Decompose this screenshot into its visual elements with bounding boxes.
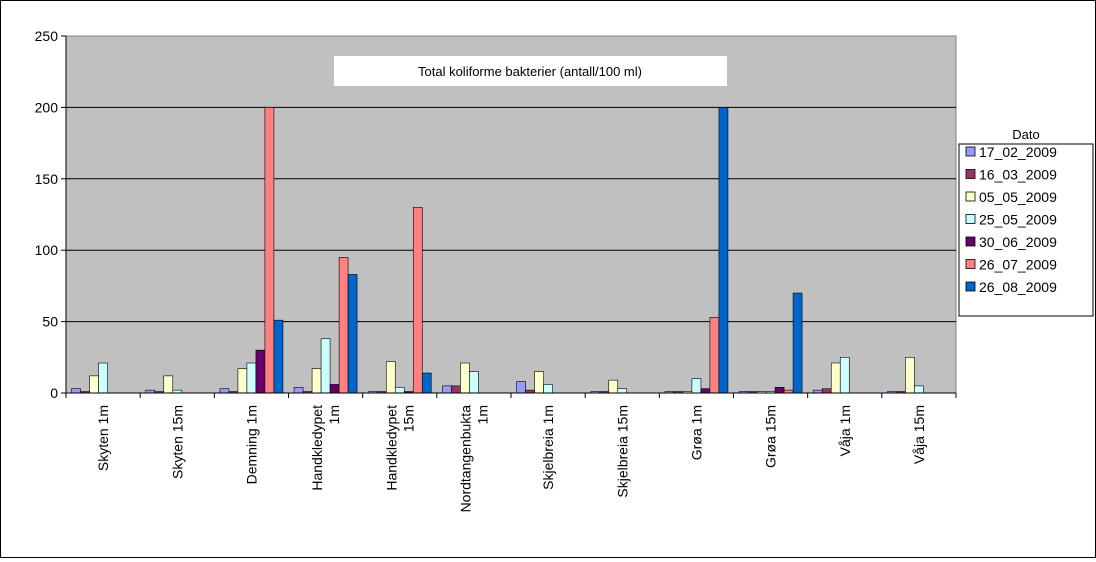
- gridlines: [66, 106, 956, 323]
- bar: [451, 385, 461, 394]
- bar: [412, 207, 423, 394]
- x-tick-label: Skjelbreia 15m: [614, 405, 630, 498]
- y-tick-label: 50: [42, 314, 58, 330]
- y-tick-label: 100: [35, 242, 59, 258]
- bar: [516, 381, 526, 394]
- bar: [273, 319, 284, 394]
- x-tick-label: 1m: [474, 405, 490, 424]
- legend-title: Dato: [1012, 127, 1039, 142]
- bar: [442, 385, 452, 394]
- y-tick-label: 150: [35, 171, 59, 187]
- y-tick-label: 0: [50, 385, 58, 401]
- chart-title: Total koliforme bakterier (antall/100 ml…: [418, 64, 642, 79]
- bar: [219, 388, 230, 394]
- bar: [237, 368, 248, 394]
- legend-swatch: [965, 259, 976, 269]
- x-tick-label: Våja 1m: [837, 405, 853, 456]
- legend-swatch: [965, 236, 976, 247]
- bar: [774, 386, 785, 394]
- legend-label: 25_05_2009: [979, 212, 1057, 228]
- x-tick-label: Nordtangenbukta: [457, 405, 473, 513]
- x-tick-label: Grøa 1m: [688, 405, 704, 460]
- bar: [329, 384, 340, 394]
- x-tick-label: 15m: [400, 405, 416, 432]
- bar: [311, 368, 322, 394]
- bar: [709, 317, 720, 394]
- bar: [718, 107, 729, 394]
- bar: [71, 388, 81, 394]
- x-tick-label: 1m: [326, 405, 342, 424]
- y-tick-label: 200: [35, 99, 59, 115]
- bar: [320, 338, 331, 394]
- bar: [534, 371, 544, 394]
- bar: [905, 356, 915, 394]
- legend-label: 30_06_2009: [979, 234, 1057, 250]
- bar: [792, 292, 803, 394]
- bar: [264, 107, 275, 394]
- bar: [421, 372, 432, 394]
- bar: [98, 362, 108, 394]
- chart-title-background: [334, 56, 727, 86]
- chart-title-box: Total koliforme bakterier (antall/100 ml…: [334, 56, 727, 86]
- legend-label: 05_05_2009: [979, 189, 1057, 205]
- legend-label: 26_08_2009: [979, 279, 1057, 295]
- x-tick-label: Våja 15m: [911, 405, 927, 464]
- x-tick-label: Handkledypet: [383, 405, 399, 491]
- legend-label: 17_02_2009: [979, 144, 1057, 160]
- bar: [543, 384, 553, 394]
- bar: [460, 362, 470, 394]
- bar: [700, 388, 711, 394]
- bar: [691, 378, 702, 394]
- bar: [89, 375, 99, 394]
- x-tick-labels: Skyten 1m Skyten 15m Demning 1m Handkledype…: [95, 405, 927, 513]
- x-tick-label: Demning 1m: [243, 405, 259, 484]
- legend-swatch: [965, 146, 976, 157]
- bar: [347, 274, 358, 394]
- legend-label: 16_03_2009: [979, 167, 1057, 183]
- bar: [821, 388, 832, 394]
- y-tick-labels: 0 50 100 150 200 250: [35, 28, 59, 401]
- bar: [293, 386, 304, 394]
- bar: [830, 362, 841, 394]
- x-tick-label: Grøa 15m: [763, 405, 779, 468]
- bar: [246, 362, 257, 394]
- bar: [469, 371, 479, 394]
- x-tick-label: Skyten 1m: [95, 405, 111, 471]
- bar: [608, 379, 619, 394]
- legend-swatch: [965, 214, 976, 224]
- y-tick-label: 250: [35, 28, 59, 44]
- plot-area: [65, 35, 957, 394]
- legend-items: 17_02_2009 16_03_2009 05_05_2009 25_05_2009…: [965, 144, 1057, 295]
- legend-swatch: [965, 281, 976, 292]
- bar: [617, 388, 628, 394]
- legend-swatch: [965, 191, 976, 202]
- bar: [163, 375, 174, 394]
- bar: [839, 356, 850, 394]
- legend-swatch: [965, 169, 976, 179]
- bar: [394, 386, 405, 394]
- bar: [255, 349, 266, 394]
- x-tick-label: Handkledypet: [309, 405, 325, 491]
- legend-label: 26_07_2009: [979, 257, 1057, 273]
- x-tick-label: Skyten 15m: [169, 405, 185, 479]
- legend-box: [958, 143, 1094, 317]
- bar: [914, 385, 924, 394]
- x-tick-label: Skjelbreia 1m: [540, 405, 556, 490]
- bar: [338, 257, 349, 394]
- axes: [61, 35, 957, 398]
- bar: [385, 361, 396, 394]
- legend: Dato 17_02_2009 16_03_2009 05_05_2009 25_05…: [958, 127, 1094, 317]
